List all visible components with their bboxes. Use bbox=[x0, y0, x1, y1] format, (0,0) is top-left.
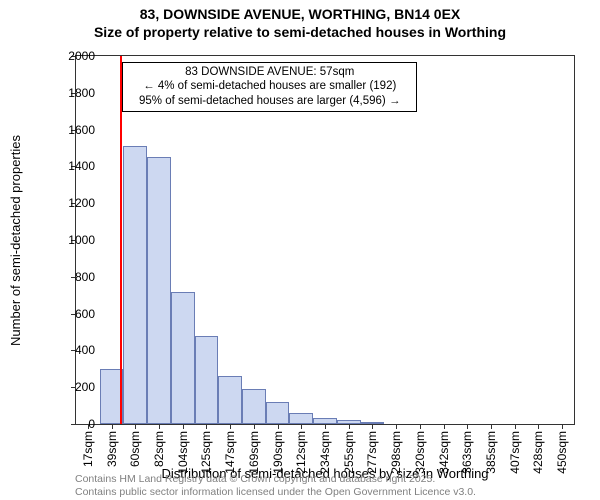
annotation-line: 83 DOWNSIDE AVENUE: 57sqm bbox=[127, 65, 412, 80]
y-tick-label: 200 bbox=[45, 380, 95, 394]
x-tick-mark bbox=[278, 424, 279, 429]
x-tick-mark bbox=[515, 424, 516, 429]
y-tick-label: 1200 bbox=[45, 196, 95, 210]
annotation-line: 95% of semi-detached houses are larger (… bbox=[127, 94, 412, 109]
histogram-bar bbox=[218, 376, 242, 424]
x-tick-mark bbox=[491, 424, 492, 429]
x-tick-mark bbox=[230, 424, 231, 429]
x-tick-mark bbox=[159, 424, 160, 429]
histogram-bar bbox=[242, 389, 266, 424]
footer-line2: Contains public sector information licen… bbox=[75, 486, 476, 498]
annotation-box: 83 DOWNSIDE AVENUE: 57sqm← 4% of semi-de… bbox=[122, 62, 417, 113]
y-tick-label: 2000 bbox=[45, 49, 95, 63]
histogram-bar bbox=[123, 146, 147, 424]
chart-title-line1: 83, DOWNSIDE AVENUE, WORTHING, BN14 0EX bbox=[0, 6, 600, 22]
chart-container: 83, DOWNSIDE AVENUE, WORTHING, BN14 0EX … bbox=[0, 0, 600, 500]
y-tick-label: 400 bbox=[45, 343, 95, 357]
x-tick-mark bbox=[325, 424, 326, 429]
x-tick-mark bbox=[538, 424, 539, 429]
x-tick-label: 60sqm bbox=[128, 431, 142, 467]
x-tick-mark bbox=[206, 424, 207, 429]
x-tick-label: 39sqm bbox=[105, 431, 119, 467]
y-tick-label: 600 bbox=[45, 307, 95, 321]
y-tick-label: 0 bbox=[45, 417, 95, 431]
x-tick-mark bbox=[301, 424, 302, 429]
y-tick-label: 800 bbox=[45, 270, 95, 284]
x-tick-mark bbox=[183, 424, 184, 429]
x-tick-mark bbox=[420, 424, 421, 429]
y-axis-label: Number of semi-detached properties bbox=[8, 135, 23, 346]
histogram-bar bbox=[195, 336, 219, 424]
plot-area: 83 DOWNSIDE AVENUE: 57sqm← 4% of semi-de… bbox=[75, 55, 575, 425]
x-tick-mark bbox=[467, 424, 468, 429]
x-tick-label: 82sqm bbox=[152, 431, 166, 467]
chart-title-block: 83, DOWNSIDE AVENUE, WORTHING, BN14 0EX … bbox=[0, 0, 600, 40]
y-tick-label: 1600 bbox=[45, 123, 95, 137]
y-tick-label: 1800 bbox=[45, 86, 95, 100]
x-tick-mark bbox=[372, 424, 373, 429]
histogram-bar bbox=[289, 413, 313, 424]
histogram-bar bbox=[266, 402, 290, 424]
annotation-line: ← 4% of semi-detached houses are smaller… bbox=[127, 79, 412, 94]
x-tick-mark bbox=[562, 424, 563, 429]
x-tick-mark bbox=[396, 424, 397, 429]
chart-title-line2: Size of property relative to semi-detach… bbox=[0, 24, 600, 40]
x-tick-mark bbox=[112, 424, 113, 429]
x-tick-mark bbox=[349, 424, 350, 429]
x-tick-mark bbox=[444, 424, 445, 429]
footer-line1: Contains HM Land Registry data © Crown c… bbox=[75, 473, 435, 485]
histogram-bar bbox=[171, 292, 195, 424]
histogram-bar bbox=[147, 157, 171, 424]
x-tick-mark bbox=[254, 424, 255, 429]
x-tick-mark bbox=[135, 424, 136, 429]
x-tick-label: 17sqm bbox=[81, 431, 95, 467]
y-tick-label: 1000 bbox=[45, 233, 95, 247]
y-tick-label: 1400 bbox=[45, 159, 95, 173]
chart-footer: Contains HM Land Registry data © Crown c… bbox=[75, 473, 476, 499]
